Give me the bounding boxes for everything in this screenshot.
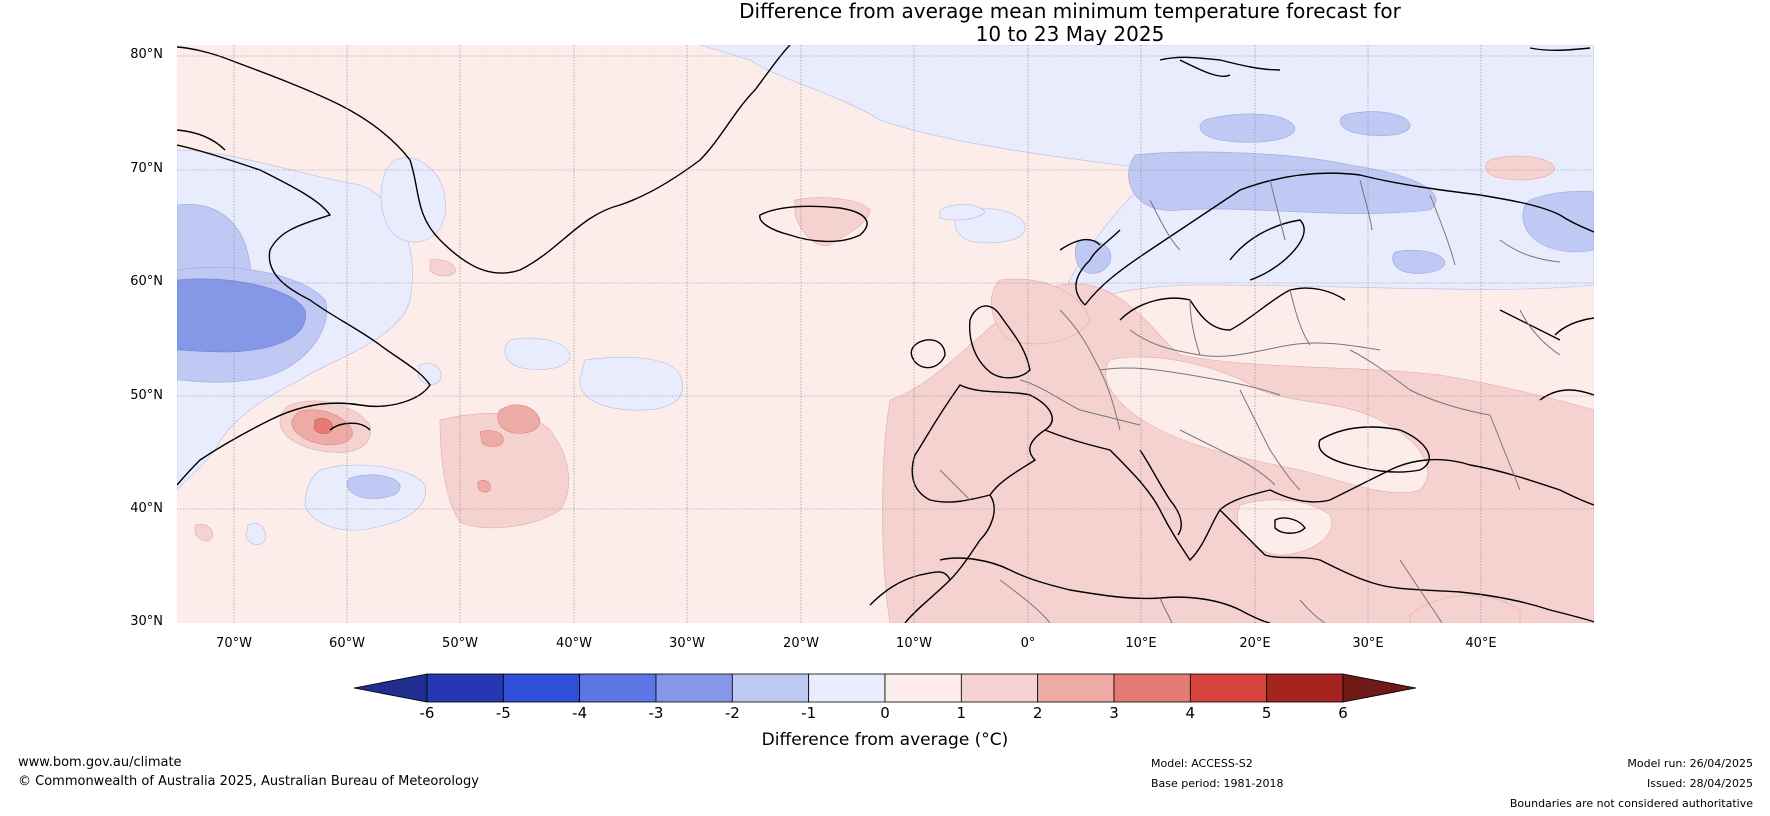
colorbar-tick-label: 5 — [1261, 704, 1272, 722]
coastlines — [177, 45, 1594, 623]
lon-label-30w: 30°W — [669, 636, 705, 651]
lat-label-40n: 40°N — [130, 501, 163, 516]
colorbar-label: Difference from average (°C) — [761, 730, 1009, 750]
colorbar-segment — [960, 673, 1039, 703]
graticule — [177, 45, 1594, 623]
lon-label-20w: 20°W — [783, 636, 819, 651]
lon-label-40e: 40°E — [1465, 636, 1497, 651]
lat-label-60n: 60°N — [130, 274, 163, 289]
footer-website: www.bom.gov.au/climate — [18, 755, 182, 770]
colorbar-tick-label: 3 — [1109, 704, 1119, 722]
footer-disclaimer: Boundaries are not considered authoritat… — [1509, 797, 1753, 810]
colorbar-tick-label: -6 — [419, 704, 435, 722]
lon-label-20e: 20°E — [1239, 636, 1271, 651]
colorbar-tick-label: -4 — [572, 704, 588, 722]
colorbar-segment — [1189, 673, 1268, 703]
lon-label-10w: 10°W — [896, 636, 932, 651]
colorbar-segment — [1266, 673, 1344, 703]
cool-anomaly-regions — [177, 45, 1594, 569]
colorbar-segment — [808, 673, 886, 703]
colorbar-segment — [655, 673, 733, 703]
colorbar-tick-label: -2 — [724, 704, 740, 722]
lon-label-30e: 30°E — [1352, 636, 1384, 651]
colorbar-segment — [731, 673, 810, 703]
lon-label-10e: 10°E — [1125, 636, 1157, 651]
colorbar-tick-label: 2 — [1032, 704, 1043, 722]
footer-issued: Issued: 28/04/2025 — [1646, 777, 1753, 790]
colorbar-segment — [884, 673, 962, 703]
colorbar — [353, 673, 1417, 703]
lon-label-60w: 60°W — [329, 636, 365, 651]
lat-label-70n: 70°N — [130, 161, 163, 176]
colorbar-tick-label: 4 — [1185, 704, 1196, 722]
lat-label-30n: 30°N — [130, 614, 163, 629]
colorbar-extend-high — [1342, 673, 1417, 703]
lon-label-40w: 40°W — [556, 636, 592, 651]
lat-label-50n: 50°N — [130, 388, 163, 403]
colorbar-tick-label: -1 — [801, 704, 817, 722]
colorbar-extend-low — [353, 673, 428, 703]
colorbar-tick-label: -5 — [495, 704, 511, 722]
footer-copyright: © Commonwealth of Australia 2025, Austra… — [18, 774, 479, 789]
warm-anomaly-regions — [194, 155, 1594, 623]
lon-label-50w: 50°W — [442, 636, 478, 651]
title-line-1: Difference from average mean minimum tem… — [739, 0, 1401, 23]
colorbar-segment — [1113, 673, 1191, 703]
map-title: Difference from average mean minimum tem… — [365, 0, 1770, 46]
footer-model-run: Model run: 26/04/2025 — [1627, 757, 1753, 770]
lon-label-70w: 70°W — [216, 636, 252, 651]
colorbar-tick-label: 6 — [1338, 704, 1348, 722]
country-borders — [939, 179, 1561, 623]
colorbar-segment — [579, 673, 657, 703]
colorbar-tick-label: -3 — [648, 704, 664, 722]
footer-base-period: Base period: 1981-2018 — [1151, 777, 1284, 790]
colorbar-segment — [502, 673, 581, 703]
colorbar-segment — [426, 673, 504, 703]
colorbar-tick-label: 1 — [956, 704, 967, 722]
footer-model: Model: ACCESS-S2 — [1151, 757, 1253, 770]
lon-label-0: 0° — [1020, 636, 1036, 651]
title-line-2: 10 to 23 May 2025 — [975, 22, 1165, 46]
lat-label-80n: 80°N — [130, 47, 163, 62]
colorbar-segment — [1037, 673, 1115, 703]
colorbar-tick-label: 0 — [880, 704, 890, 722]
